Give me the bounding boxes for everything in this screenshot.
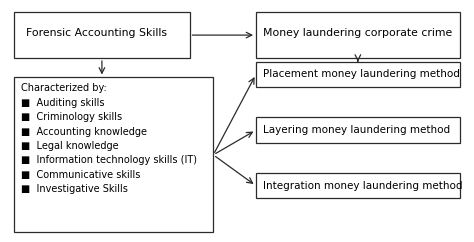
FancyBboxPatch shape: [256, 62, 460, 87]
Text: Placement money laundering method: Placement money laundering method: [263, 69, 460, 79]
FancyBboxPatch shape: [14, 12, 190, 58]
FancyBboxPatch shape: [14, 77, 213, 232]
Text: Layering money laundering method: Layering money laundering method: [263, 125, 450, 135]
FancyBboxPatch shape: [256, 173, 460, 198]
Text: Forensic Accounting Skills: Forensic Accounting Skills: [26, 28, 167, 38]
FancyBboxPatch shape: [256, 12, 460, 58]
FancyBboxPatch shape: [256, 117, 460, 143]
Text: Money laundering corporate crime: Money laundering corporate crime: [263, 28, 452, 38]
Text: Integration money laundering method: Integration money laundering method: [263, 181, 463, 191]
Text: Characterized by:
■  Auditing skills
■  Criminology skills
■  Accounting knowled: Characterized by: ■ Auditing skills ■ Cr…: [21, 83, 197, 194]
